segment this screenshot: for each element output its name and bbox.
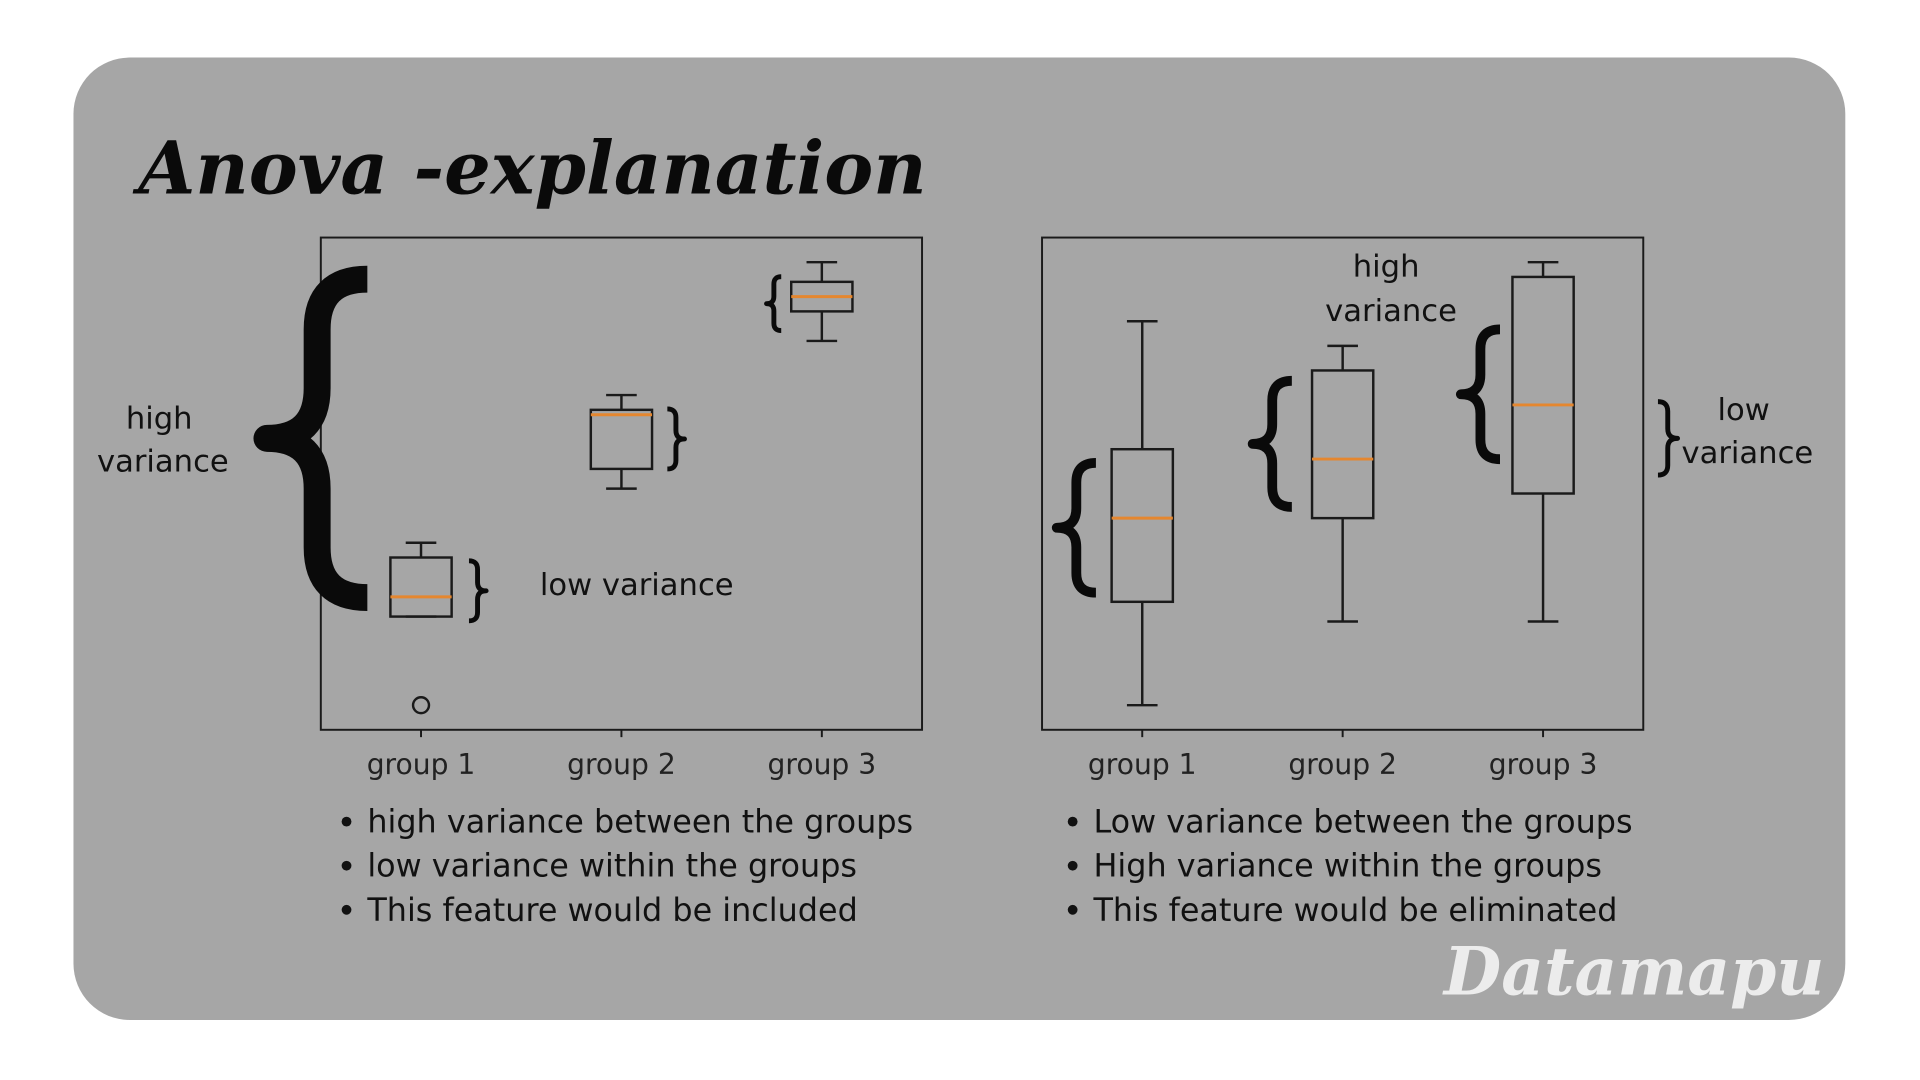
- bullet-text: Low variance between the groups: [1093, 803, 1632, 841]
- whisker-high: [1527, 260, 1559, 277]
- title: Anova -explanation: [132, 125, 926, 211]
- brace: [1051, 457, 1097, 598]
- whisker-high: [1327, 344, 1358, 371]
- annotation: low variance: [540, 568, 734, 603]
- outlier: [411, 696, 431, 715]
- bullet-text: This feature would be included: [366, 891, 857, 929]
- bullet-dot: [1067, 860, 1078, 871]
- annotation: high: [1353, 250, 1420, 285]
- whisker-low: [806, 311, 838, 343]
- box: [1310, 369, 1375, 520]
- whisker-low: [1527, 493, 1559, 623]
- brace: [667, 406, 687, 472]
- bullet-dot: [341, 860, 352, 871]
- card-background: [73, 57, 1846, 1020]
- whisker-high: [405, 541, 437, 558]
- whisker-low: [606, 468, 637, 490]
- whisker-high: [806, 260, 838, 282]
- box: [1110, 447, 1175, 604]
- brace: [468, 558, 489, 624]
- brand: Datamapu: [1442, 932, 1825, 1010]
- annotation: variance: [1325, 294, 1457, 329]
- annotation: high: [126, 402, 193, 437]
- x-tick-label: group 1: [1088, 748, 1197, 781]
- x-tick-label: group 3: [768, 748, 877, 781]
- annotation: variance: [97, 444, 229, 479]
- box: [389, 556, 453, 618]
- bullet-text: High variance within the groups: [1093, 847, 1601, 885]
- bullet-text: high variance between the groups: [367, 803, 913, 841]
- box: [1511, 275, 1575, 495]
- annotation: variance: [1681, 436, 1813, 471]
- bullet-dot: [341, 904, 352, 915]
- x-tick-label: group 2: [1288, 748, 1397, 781]
- whisker-low: [1126, 601, 1158, 707]
- brace: [1247, 375, 1293, 512]
- brace: [1455, 324, 1501, 465]
- brace: [764, 274, 782, 334]
- box: [589, 408, 654, 471]
- bullet-dot: [1067, 904, 1078, 915]
- x-tick-label: group 1: [367, 748, 476, 781]
- bullet-dot: [341, 816, 352, 827]
- bullet-text: This feature would be eliminated: [1092, 891, 1617, 929]
- x-tick-label: group 2: [567, 748, 676, 781]
- whisker-high: [1126, 320, 1158, 450]
- x-tick-label: group 3: [1489, 748, 1598, 781]
- annotation: low: [1718, 393, 1770, 428]
- bullet-text: low variance within the groups: [367, 847, 857, 885]
- bullet-dot: [1067, 816, 1078, 827]
- whisker-low: [1327, 518, 1358, 623]
- brace: [1657, 399, 1680, 478]
- brace: [253, 265, 368, 612]
- whisker-high: [606, 393, 637, 410]
